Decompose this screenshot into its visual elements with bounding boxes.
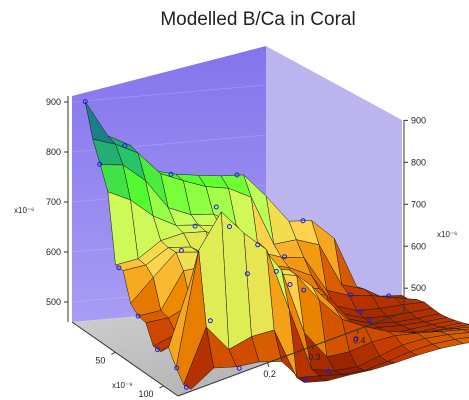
data-point [236,365,242,371]
y-tick [356,329,359,334]
z-left-tick-label: 900 [46,97,61,107]
z-left-multiplier: x10⁻⁶ [14,206,34,215]
x-tick-label: 100 [139,389,154,399]
data-point [183,384,189,390]
z-left-tick-label: 500 [46,297,61,307]
z-right-tick-label: 500 [411,283,426,293]
data-point [386,293,392,299]
y-tick-label: 0.3 [308,352,321,362]
y-tick-label: 0.4 [353,336,366,346]
data-point [207,318,213,324]
x-axis-line [71,321,179,397]
data-point [255,242,261,248]
x-tick [111,351,116,355]
data-point [178,248,184,253]
surface-mesh [84,101,469,390]
data-point [227,224,232,230]
z-left-tick-label: 800 [46,147,61,157]
data-point [282,254,287,260]
data-point [353,336,359,342]
x-tick-label: 50 [95,355,105,365]
data-point [192,223,198,229]
z-right-tick-label: 600 [411,241,426,251]
z-right-tick-label: 800 [411,157,426,167]
data-point [300,218,306,224]
data-point [213,204,219,210]
data-points [82,99,392,390]
data-point [287,282,293,287]
y-tick-label: 0.2 [263,369,276,379]
z-right-multiplier: x10⁻⁶ [437,230,457,239]
z-left-tick-label: 700 [46,197,61,207]
data-point [174,365,180,371]
x-tick [159,385,164,389]
data-point [116,265,122,271]
y-axis-line [177,312,403,397]
data-point [168,171,174,177]
gridline-z [71,84,267,103]
data-point [97,161,103,167]
z-left-tick-label: 600 [46,247,61,257]
y-tick [267,362,270,367]
data-point [234,172,240,178]
y-tick [311,346,314,351]
data-point [348,292,353,298]
data-point [301,287,307,293]
data-point [135,313,141,319]
data-point [122,143,128,149]
data-point [302,377,308,383]
data-point [155,347,160,353]
data-point [82,99,88,105]
z-right-tick-label: 700 [411,199,426,209]
z-right-tick-label: 900 [411,115,426,125]
tick-layer: 500 600 700 800 900 500 600 700 800 900 50 100 0.2 0.… [46,97,426,399]
data-point [244,271,250,277]
data-point [367,318,373,324]
data-point [326,368,331,374]
data-point [273,268,279,274]
x-axis-multiplier: x10⁻⁹ [112,381,133,390]
chart-title: Modelled B/Ca in Coral [160,9,355,30]
data-point [357,309,363,315]
